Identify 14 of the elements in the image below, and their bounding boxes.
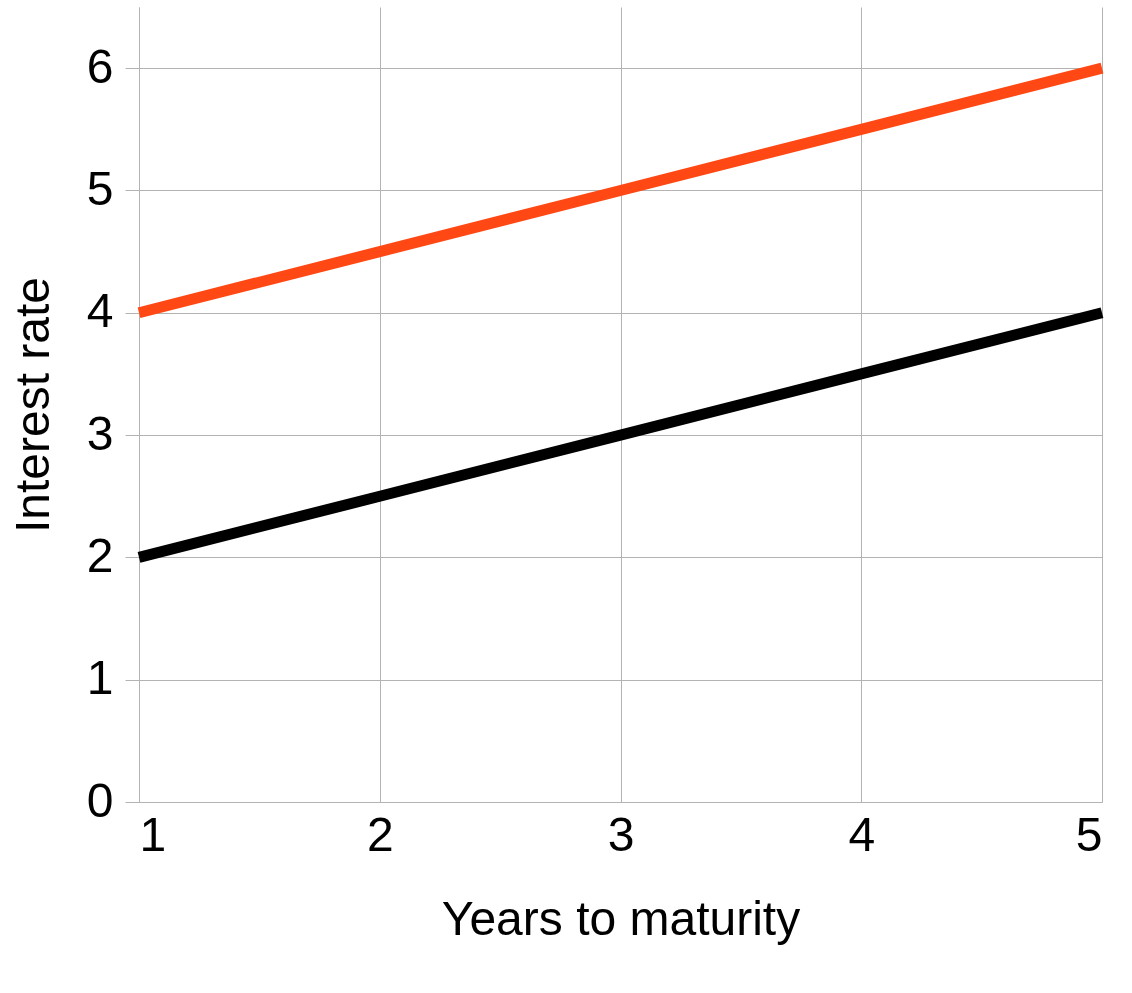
x-tick-label: 5 bbox=[1075, 807, 1103, 861]
y-tick-label: 5 bbox=[86, 161, 114, 215]
x-tick-label: 3 bbox=[607, 807, 635, 861]
y-tick-label: 4 bbox=[86, 284, 114, 338]
y-axis-title: Interest rate bbox=[5, 276, 59, 534]
x-axis-title: Years to maturity bbox=[441, 891, 801, 945]
y-tick-label: 0 bbox=[86, 773, 114, 827]
x-tick-label: 4 bbox=[848, 807, 876, 861]
y-tick-label: 2 bbox=[86, 528, 114, 582]
x-tick-label: 1 bbox=[139, 807, 167, 861]
y-tick-label: 3 bbox=[86, 406, 114, 460]
y-tick-label: 6 bbox=[86, 39, 114, 93]
x-tick-label: 2 bbox=[366, 807, 394, 861]
y-tick-label: 1 bbox=[86, 651, 114, 705]
